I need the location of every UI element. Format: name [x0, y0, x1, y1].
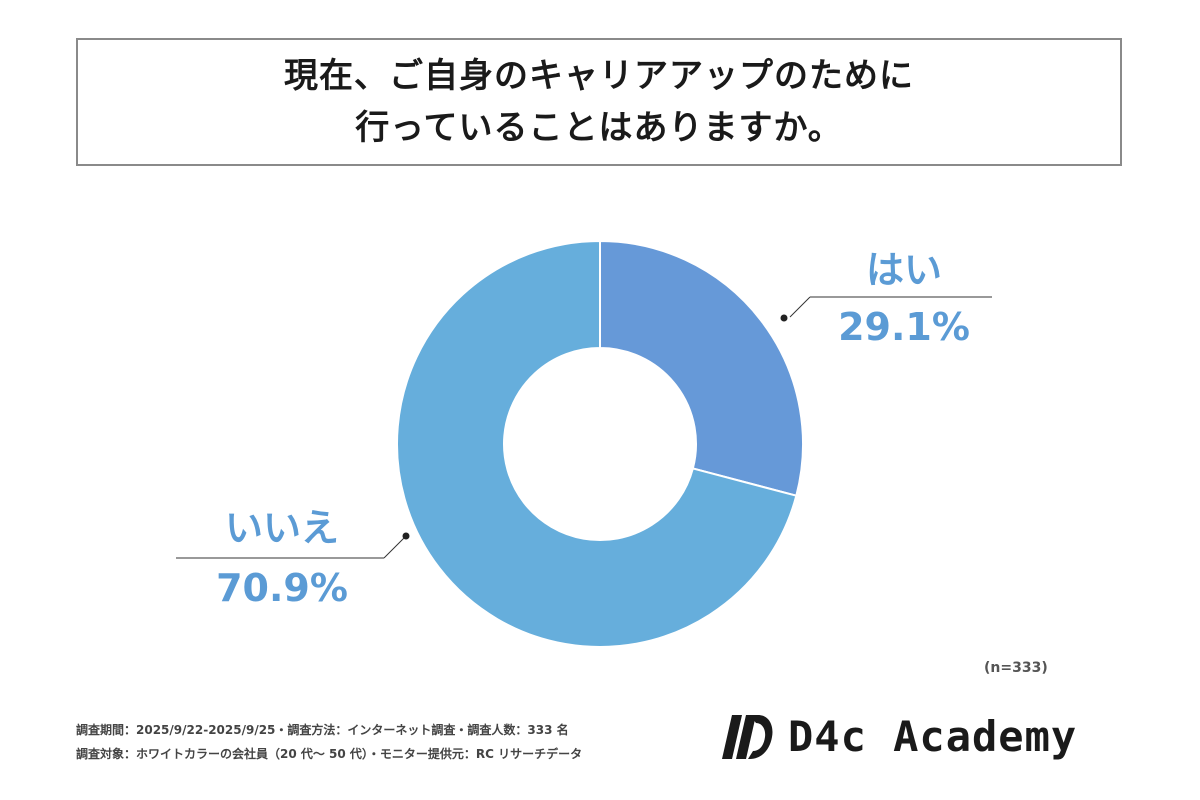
label-yes-name: はい	[866, 248, 942, 292]
leader-no	[176, 532, 410, 559]
leader-yes	[780, 296, 992, 322]
sample-size-label: (n=333)	[984, 660, 1048, 676]
brand-logo: D4c Academy	[720, 712, 1077, 761]
label-no-name: いいえ	[225, 506, 339, 550]
chart-title-box: 現在、ご自身のキャリアアップのために 行っていることはありますか。	[76, 38, 1122, 166]
chart-title-line-1: 現在、ご自身のキャリアアップのために	[284, 56, 914, 96]
donut-slice-yes	[599, 239, 804, 497]
label-yes-value: 29.1%	[838, 305, 970, 349]
leader-dot-no	[402, 532, 410, 540]
footer-line-2: 調査対象：ホワイトカラーの会社員（20 代〜 50 代）・モニター提供元：RC …	[76, 747, 583, 761]
d4c-logo-icon	[722, 714, 773, 759]
donut-slice-no	[396, 239, 798, 648]
footer-line-1: 調査期間：2025/9/22-2025/9/25・調査方法：インターネット調査・…	[76, 723, 569, 737]
chart-title-line-2: 行っていることはありますか。	[355, 108, 843, 148]
label-no-value: 70.9%	[216, 566, 348, 610]
survey-footer: 調査期間：2025/9/22-2025/9/25・調査方法：インターネット調査・…	[76, 718, 582, 766]
donut-slices	[396, 239, 804, 648]
logo-text: D4c Academy	[788, 712, 1078, 761]
leader-dot-yes	[780, 314, 788, 322]
